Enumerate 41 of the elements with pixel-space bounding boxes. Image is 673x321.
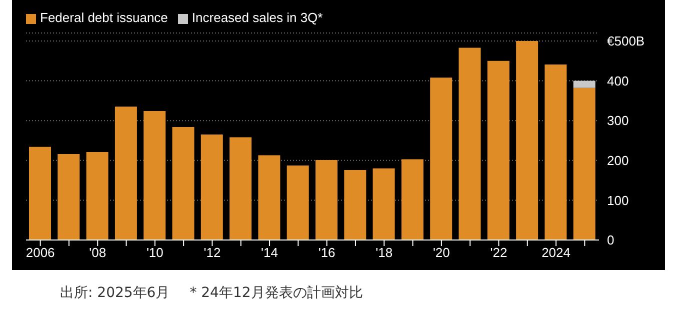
legend-label: Increased sales in 3Q* — [192, 10, 323, 25]
bar — [230, 137, 252, 240]
bar — [200, 134, 223, 240]
legend-label: Federal debt issuance — [40, 10, 168, 25]
bar — [344, 170, 366, 240]
bar — [172, 126, 194, 240]
bar — [29, 146, 51, 240]
bar — [372, 168, 395, 240]
bar — [114, 106, 137, 240]
x-tick-label: '14 — [261, 245, 278, 260]
y-tick-label: €500B — [607, 34, 645, 49]
y-tick-label: 300 — [607, 113, 629, 128]
bar — [458, 48, 481, 240]
x-tick-label: '18 — [376, 245, 393, 260]
x-tick-label: '08 — [89, 245, 106, 260]
bar — [573, 80, 596, 88]
x-tick-label: '12 — [204, 245, 221, 260]
bar — [86, 152, 108, 240]
bar — [516, 40, 538, 240]
x-tick-label: '22 — [490, 245, 508, 260]
x-tick-label: '16 — [318, 245, 336, 260]
bar — [573, 88, 596, 240]
y-tick-label: 0 — [607, 232, 614, 248]
bar — [258, 155, 280, 240]
y-tick-label: 100 — [607, 192, 629, 208]
text: * 24年12月発表の計画対比 — [190, 285, 363, 301]
bar — [286, 166, 309, 240]
bar — [58, 154, 80, 240]
x-tick-label: 2024 — [542, 245, 570, 260]
text: 出所: 2025年6月 — [60, 285, 170, 301]
x-tick-label: '10 — [146, 245, 164, 260]
bar — [544, 64, 567, 240]
y-tick-label: 200 — [607, 153, 629, 168]
bar — [316, 160, 338, 240]
x-tick-label: 2006 — [26, 245, 55, 260]
bar — [430, 78, 452, 240]
bar — [487, 60, 510, 240]
y-tick-label: 400 — [607, 73, 629, 88]
x-tick-label: '20 — [432, 245, 450, 260]
bar — [401, 159, 424, 240]
bar — [144, 111, 166, 240]
